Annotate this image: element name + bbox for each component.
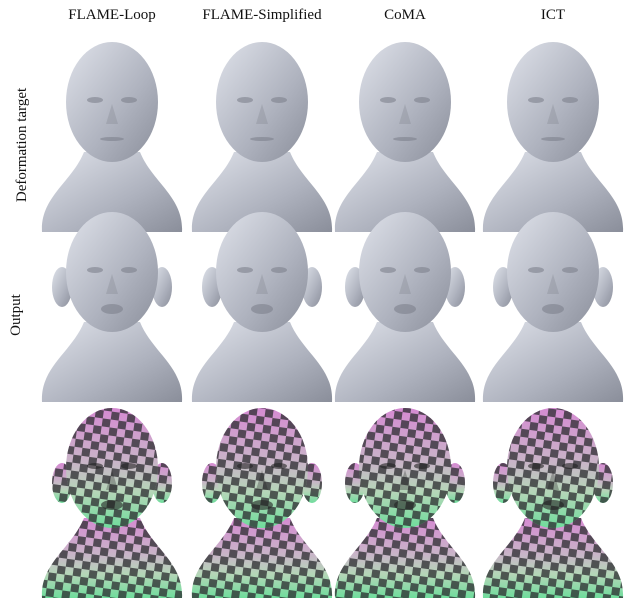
head-render — [42, 408, 182, 598]
column-header: CoMA — [384, 7, 426, 23]
surface — [335, 322, 475, 402]
row-label: Output — [8, 293, 24, 336]
eye — [271, 463, 287, 469]
eye — [528, 463, 544, 469]
column-header: FLAME-Loop — [68, 7, 156, 23]
eye — [271, 267, 287, 273]
mouth — [101, 304, 123, 314]
column-headers: FLAME-Loop FLAME-Simplified CoMA ICT — [68, 7, 565, 23]
mouth — [394, 500, 416, 510]
eye — [414, 463, 430, 469]
surface — [359, 42, 451, 162]
surface — [216, 42, 308, 162]
checker — [335, 518, 475, 598]
eye — [528, 97, 544, 103]
surface — [192, 322, 332, 402]
eye — [121, 267, 137, 273]
surface — [483, 322, 623, 402]
head-render — [335, 212, 475, 402]
mouth — [101, 500, 123, 510]
head-render — [192, 212, 332, 402]
column-header: FLAME-Simplified — [202, 7, 322, 23]
eye — [121, 463, 137, 469]
checker — [483, 518, 623, 598]
head-render — [335, 42, 475, 232]
mouth — [250, 137, 274, 141]
surface — [507, 42, 599, 162]
eye — [237, 97, 253, 103]
mouth — [393, 137, 417, 141]
eye — [528, 267, 544, 273]
row-label: Deformation target — [14, 87, 30, 202]
eye — [237, 463, 253, 469]
eye — [87, 97, 103, 103]
head-render — [42, 212, 182, 402]
eye — [562, 267, 578, 273]
eye — [271, 97, 287, 103]
eye — [121, 97, 137, 103]
eye — [562, 97, 578, 103]
column-header: ICT — [541, 7, 565, 23]
mouth — [542, 500, 564, 510]
eye — [380, 463, 396, 469]
head-render — [483, 408, 623, 598]
eye — [562, 463, 578, 469]
renders — [42, 42, 623, 598]
head-render — [335, 408, 475, 598]
eye — [414, 97, 430, 103]
eye — [380, 267, 396, 273]
surface — [66, 42, 158, 162]
checker — [192, 518, 332, 598]
eye — [87, 267, 103, 273]
checker — [42, 518, 182, 598]
surface — [42, 322, 182, 402]
mouth — [542, 304, 564, 314]
eye — [237, 267, 253, 273]
head-render — [192, 42, 332, 232]
head-render — [483, 42, 623, 232]
mouth — [394, 304, 416, 314]
figure: FLAME-Loop FLAME-Simplified CoMA ICT Deform… — [0, 0, 624, 614]
mouth — [541, 137, 565, 141]
mouth — [100, 137, 124, 141]
head-render — [483, 212, 623, 402]
mouth — [251, 500, 273, 510]
head-render — [192, 408, 332, 598]
row-labels: Deformation target Output — [8, 87, 30, 336]
eye — [414, 267, 430, 273]
eye — [380, 97, 396, 103]
mouth — [251, 304, 273, 314]
eye — [87, 463, 103, 469]
head-render — [42, 42, 182, 232]
